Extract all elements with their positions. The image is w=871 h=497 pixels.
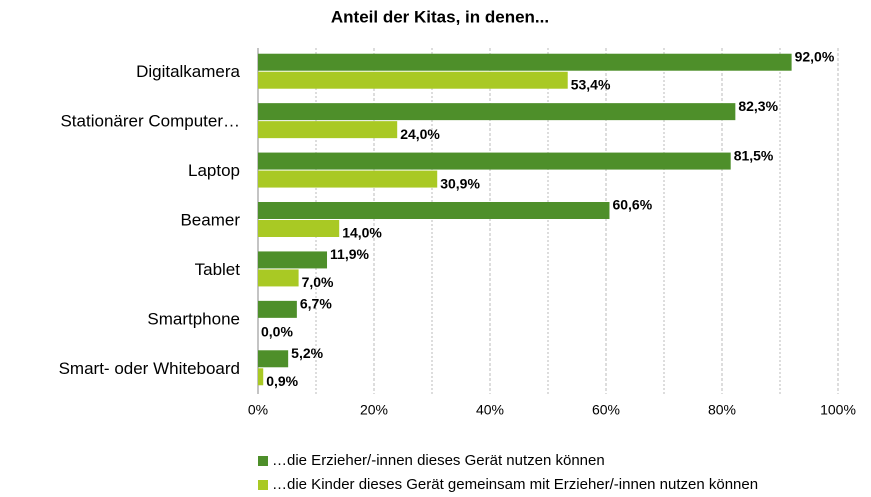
y-tick-label: Beamer: [180, 210, 240, 229]
value-label: 92,0%: [795, 48, 835, 64]
value-label: 60,6%: [612, 197, 652, 213]
value-label: 6,7%: [300, 296, 332, 312]
bar: [258, 53, 792, 71]
y-tick-label: Smart- oder Whiteboard: [59, 359, 240, 378]
x-tick-label: 20%: [360, 402, 388, 418]
bar: [258, 103, 736, 121]
bar: [258, 300, 297, 318]
value-label: 30,9%: [440, 175, 480, 191]
x-tick-label: 80%: [708, 402, 736, 418]
y-tick-label: Stationärer Computer…: [60, 112, 240, 131]
legend-swatch: [258, 480, 268, 490]
x-tick-label: 100%: [820, 402, 856, 418]
bar: [258, 121, 398, 139]
x-tick-label: 0%: [248, 402, 268, 418]
legend-label: …die Kinder dieses Gerät gemeinsam mit E…: [272, 476, 758, 493]
bar: [258, 368, 264, 386]
x-tick-label: 40%: [476, 402, 504, 418]
chart-title: Anteil der Kitas, in denen...: [331, 7, 549, 26]
value-label: 82,3%: [738, 98, 778, 114]
value-label: 24,0%: [400, 126, 440, 142]
bar: [258, 220, 340, 237]
legend-label: …die Erzieher/-innen dieses Gerät nutzen…: [272, 452, 605, 469]
y-tick-label: Digitalkamera: [136, 62, 240, 81]
value-label: 7,0%: [302, 274, 334, 290]
bar: [258, 152, 731, 170]
value-label: 53,4%: [571, 76, 611, 92]
value-label: 5,2%: [291, 345, 323, 361]
bar: [258, 251, 328, 269]
bar: [258, 350, 289, 368]
y-tick-label: Laptop: [188, 161, 240, 180]
y-tick-label: Smartphone: [147, 309, 240, 328]
bar: [258, 71, 568, 89]
legend-swatch: [258, 456, 268, 466]
bar: [258, 269, 299, 287]
y-tick-label: Tablet: [195, 260, 241, 279]
bar: [258, 202, 610, 219]
value-label: 0,9%: [266, 373, 298, 389]
value-label: 0,0%: [261, 324, 293, 340]
value-label: 81,5%: [734, 147, 774, 163]
bar: [258, 170, 438, 188]
value-label: 14,0%: [342, 225, 382, 241]
x-tick-label: 60%: [592, 402, 620, 418]
value-label: 11,9%: [330, 246, 369, 262]
